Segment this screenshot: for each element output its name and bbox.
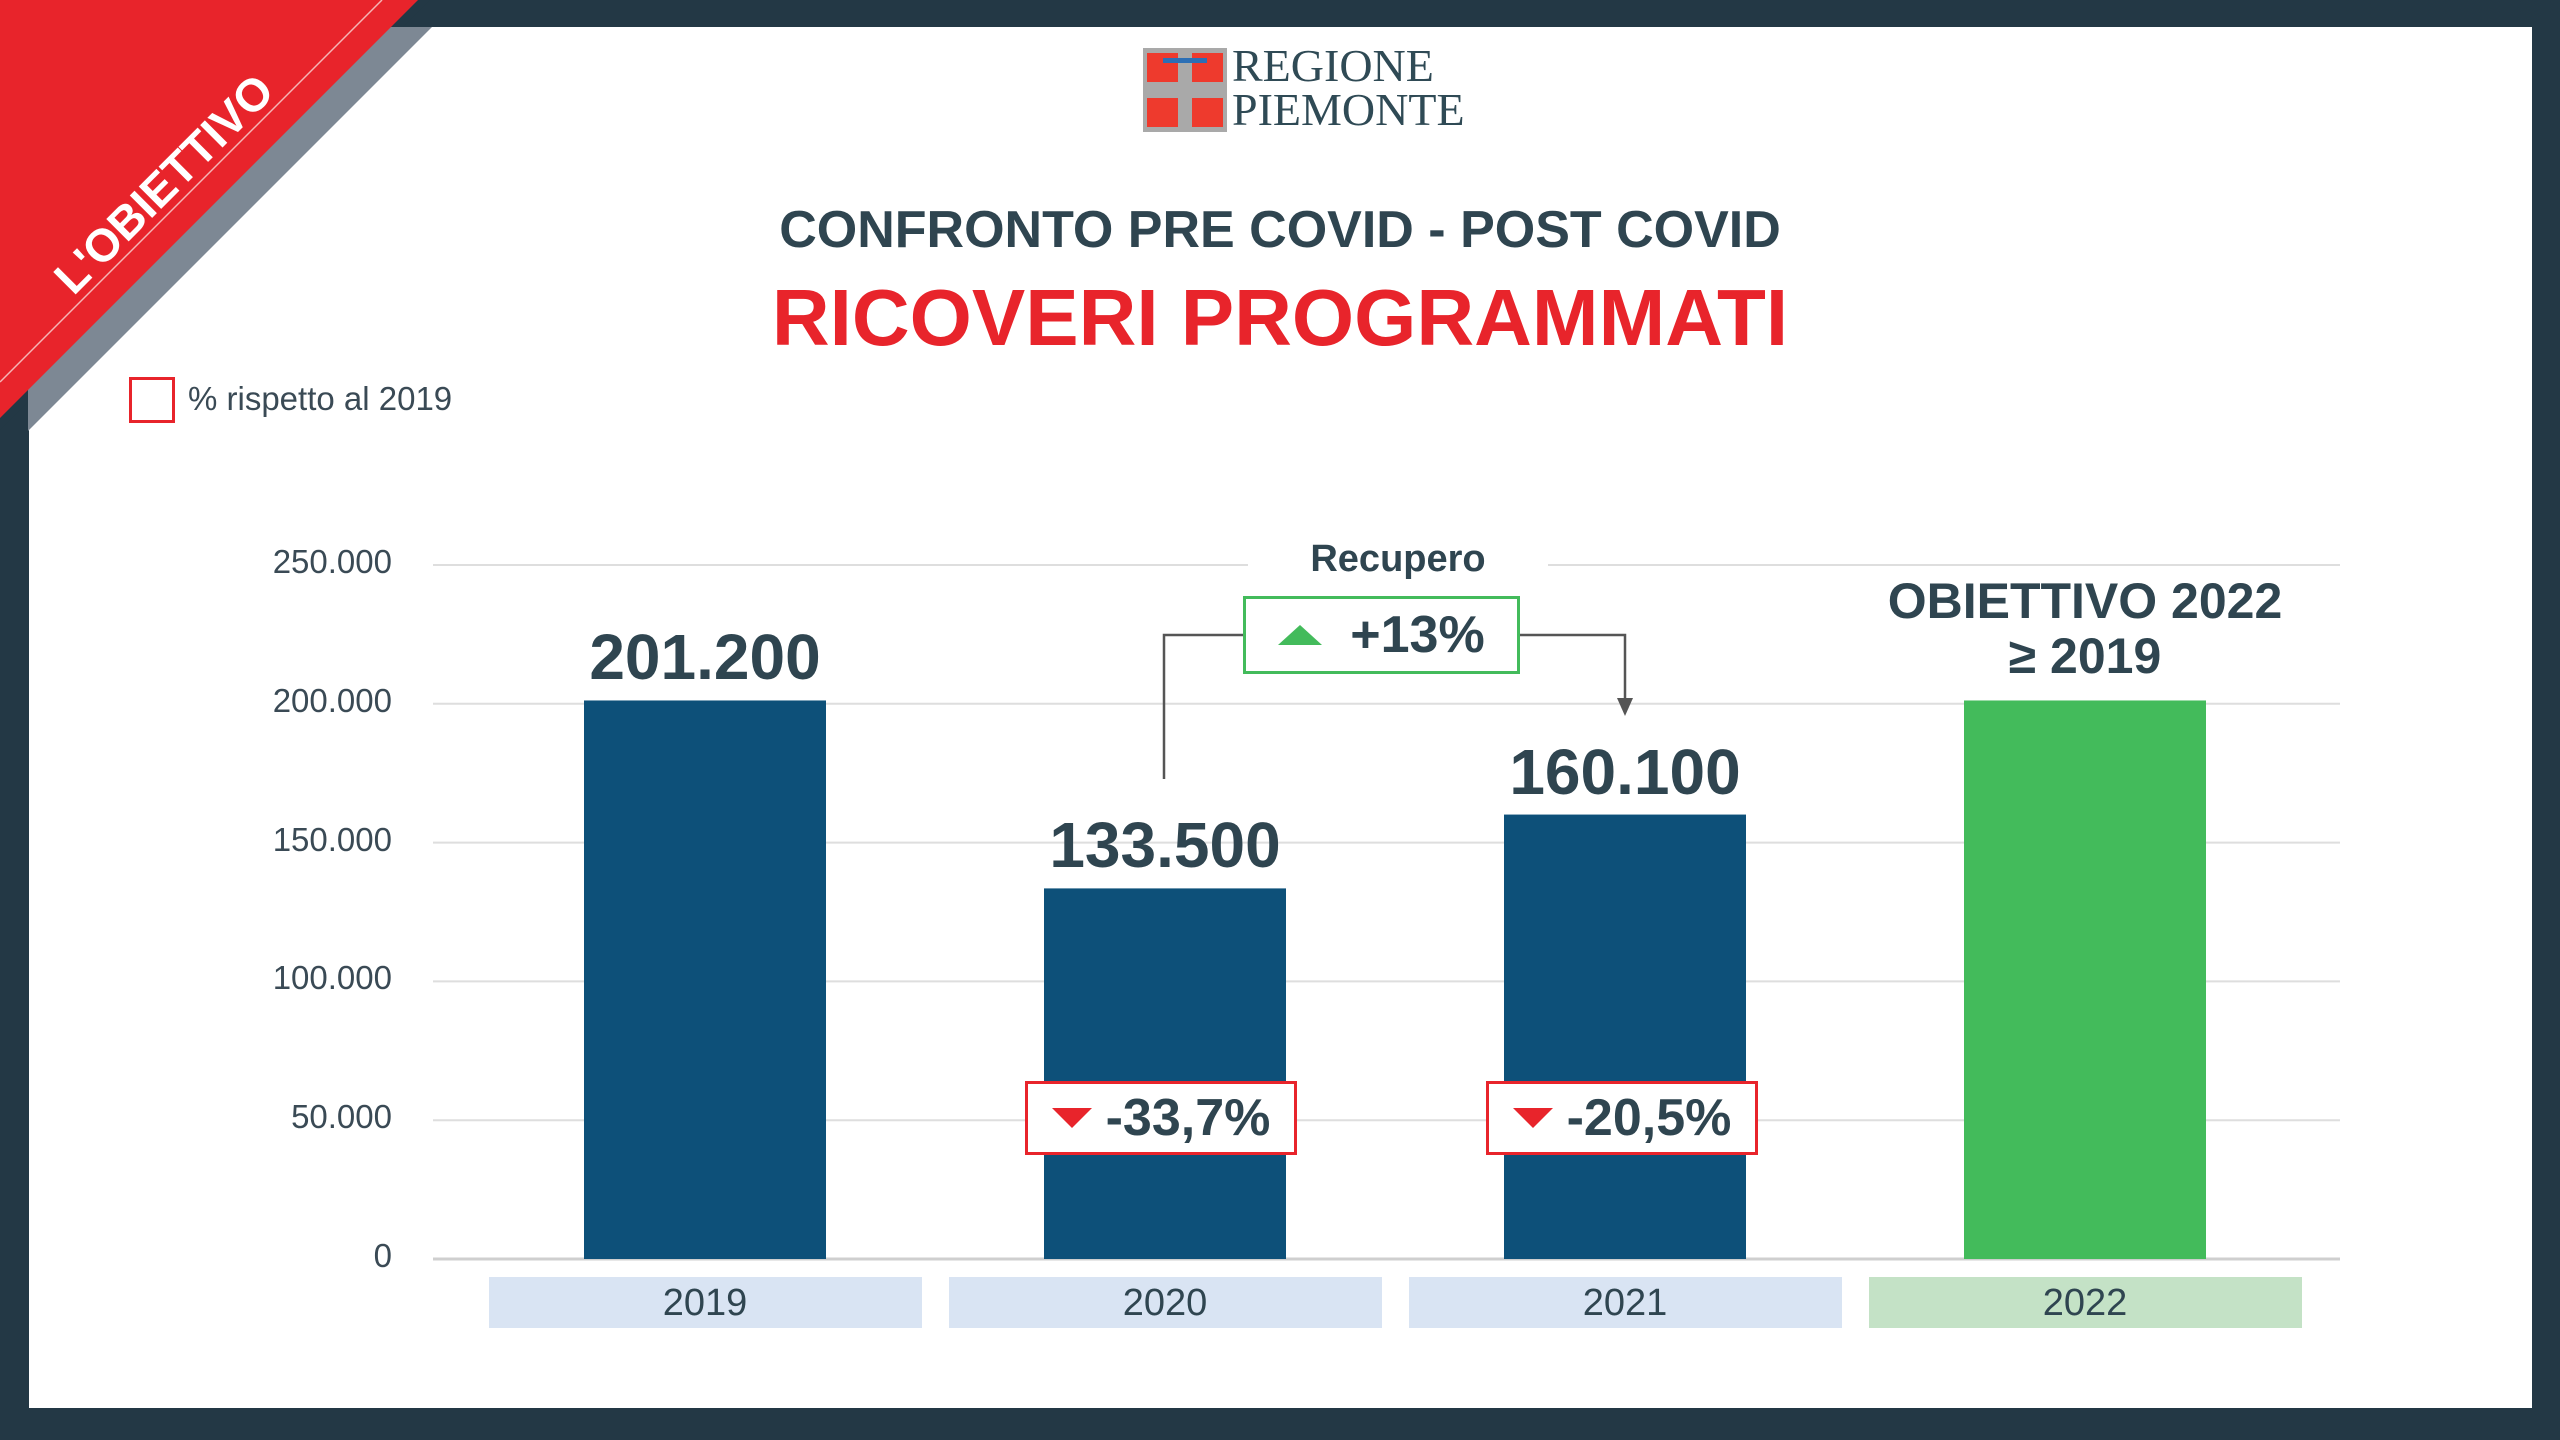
y-tick-label: 150.000 [272, 820, 392, 858]
recupero-label: Recupero [1248, 538, 1548, 581]
subtitle: CONFRONTO PRE COVID - POST COVID [779, 201, 1781, 259]
x-tick-label: 2020 [948, 1277, 1382, 1328]
logo-line1: REGIONE [1232, 40, 1434, 91]
recupero-value: +13% [1350, 606, 1485, 664]
triangle-up-icon [1278, 625, 1323, 645]
x-tick-label: 2019 [488, 1277, 922, 1328]
x-tick-label: 2021 [1408, 1277, 1842, 1328]
goal-line2: ≥ 2019 [2008, 628, 2162, 684]
arrow-down-icon [1617, 698, 1633, 716]
logo-line2: PIEMONTE [1232, 84, 1465, 135]
goal-line1: OBIETTIVO 2022 [1887, 573, 2283, 629]
badge-2021: -20,5% [1486, 1081, 1758, 1155]
bar-2021 [1504, 814, 1746, 1259]
y-tick-label: 100.000 [272, 959, 392, 997]
page-title: RICOVERI PROGRAMMATI [771, 273, 1789, 362]
bar-2019 [584, 700, 826, 1259]
badge-2020: -33,7% [1025, 1081, 1297, 1155]
logo-text: REGIONE PIEMONTE [1232, 40, 1465, 135]
y-tick-label: 0 [373, 1237, 392, 1274]
bar-2020 [1044, 888, 1286, 1259]
value-label: 133.500 [1049, 809, 1281, 882]
y-tick-label: 50.000 [291, 1098, 392, 1136]
badge-2021-value: -20,5% [1566, 1089, 1732, 1147]
recupero-badge: +13% [1243, 596, 1520, 674]
value-label: 201.200 [589, 621, 821, 694]
y-tick-label: 200.000 [272, 681, 392, 719]
x-tick-label: 2022 [1868, 1277, 2302, 1328]
regione-piemonte-logo-icon [1143, 48, 1227, 132]
bar-2022 [1964, 700, 2206, 1259]
goal-label: OBIETTIVO 2022 ≥ 2019 [1835, 574, 2335, 684]
value-label: 160.100 [1509, 735, 1741, 808]
legend-swatch [129, 377, 175, 423]
triangle-down-icon [1051, 1108, 1092, 1128]
corner-banner: L'OBIETTIVO [0, 0, 432, 431]
y-tick-label: 250.000 [272, 543, 392, 580]
legend-label: % rispetto al 2019 [188, 380, 453, 417]
badge-2020-value: -33,7% [1105, 1089, 1271, 1147]
triangle-down-icon [1512, 1108, 1553, 1128]
